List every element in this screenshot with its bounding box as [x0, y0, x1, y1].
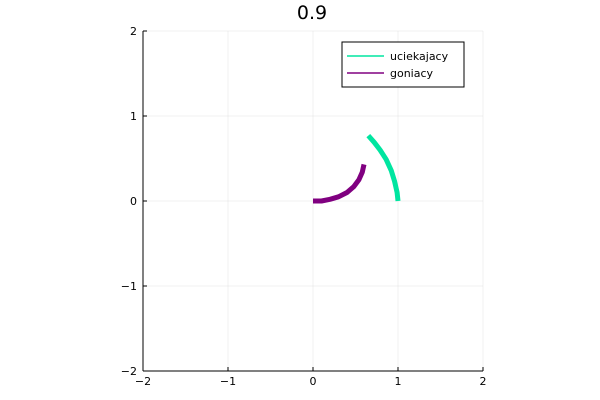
legend: uciekajacy goniacy [341, 41, 465, 88]
x-tick-label: 2 [480, 375, 487, 388]
y-tick-label: 2 [130, 25, 137, 38]
x-tick-label: 1 [395, 375, 402, 388]
y-tick-label: −2 [121, 365, 137, 378]
x-tick-label: −1 [220, 375, 236, 388]
chart-title: 0.9 [297, 2, 327, 24]
legend-label-uciekajacy: uciekajacy [390, 50, 449, 63]
y-tick-label: −1 [121, 280, 137, 293]
legend-label-goniacy: goniacy [390, 67, 434, 80]
y-tick-label: 1 [130, 110, 137, 123]
legend-box [341, 41, 465, 88]
series-line-goniacy [313, 163, 367, 204]
x-tick-label: −2 [135, 375, 151, 388]
axes [142, 30, 484, 372]
tick-labels: −2 −1 0 1 2 −2 −1 0 1 2 [121, 25, 487, 388]
series [313, 133, 401, 204]
series-line-uciekajacy [366, 133, 401, 202]
y-tick-label: 0 [130, 195, 137, 208]
x-tick-label: 0 [310, 375, 317, 388]
